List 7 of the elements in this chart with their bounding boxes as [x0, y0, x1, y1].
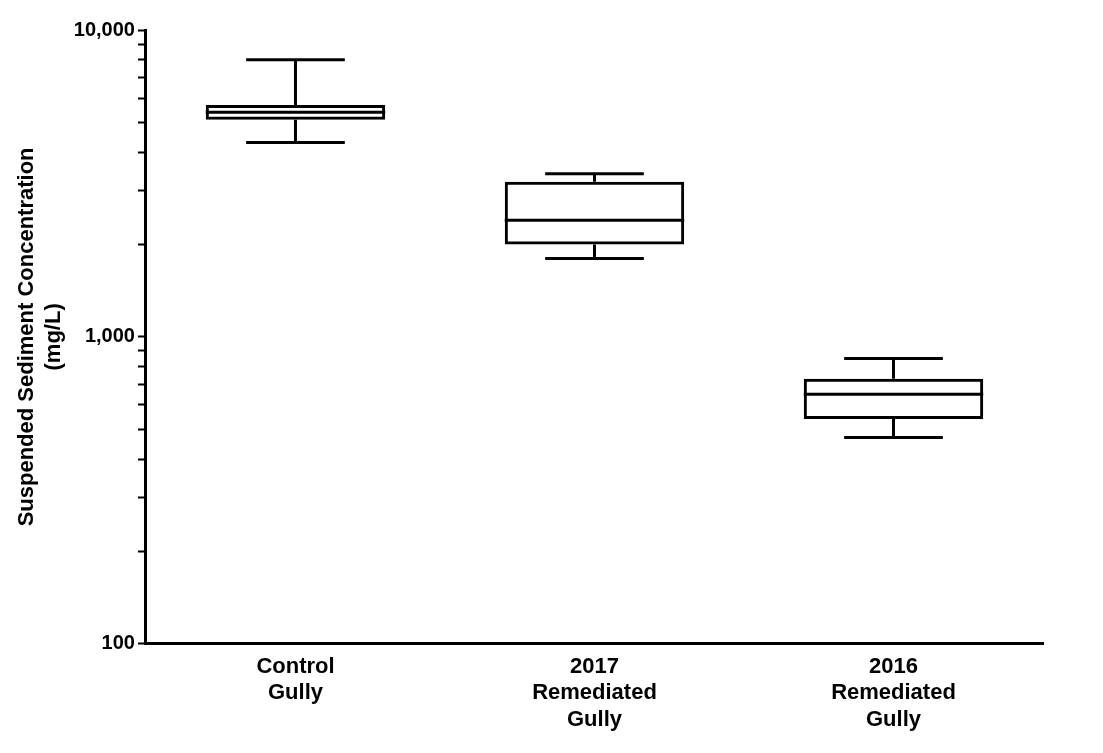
- x-tick-label: 2016 Remediated Gully: [831, 653, 956, 731]
- y-axis-title: Suspended Sediment Concentration (mg/L): [13, 147, 65, 527]
- y-tick-label: 100: [101, 631, 135, 654]
- x-tick-label: 2017 Remediated Gully: [532, 653, 657, 731]
- y-tick-label: 10,000: [73, 17, 135, 40]
- y-tick-label: 1,000: [84, 324, 135, 347]
- x-tick-label: Control Gully: [256, 653, 335, 705]
